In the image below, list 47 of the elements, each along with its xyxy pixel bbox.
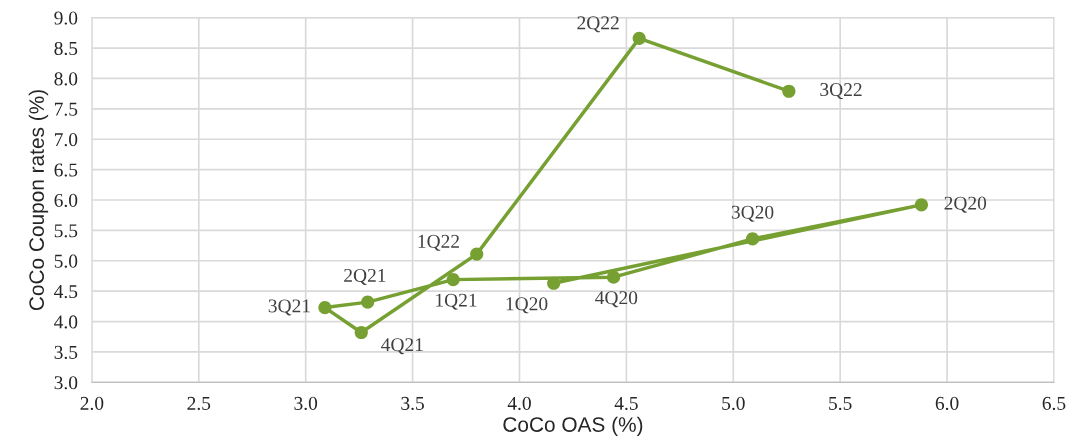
y-axis-title: CoCo Coupon rates (%) xyxy=(28,90,49,311)
annotation: 2Q21 xyxy=(344,268,386,285)
annotation: 4Q21 xyxy=(381,338,423,355)
annotation: 4Q20 xyxy=(595,291,638,308)
x-tick-label: 3.0 xyxy=(294,396,318,410)
point xyxy=(914,198,929,212)
x-tick-label: 5.0 xyxy=(722,396,745,410)
y-tick-label: 3.0 xyxy=(54,376,78,390)
y-tick-label: 7.5 xyxy=(54,102,78,116)
x-tick-label: 2.0 xyxy=(80,396,104,410)
y-tick-label: 4.5 xyxy=(54,285,78,299)
point xyxy=(745,232,760,246)
point xyxy=(547,276,561,290)
y-tick-label: 8.5 xyxy=(54,41,78,56)
point xyxy=(606,270,621,284)
y-tick-label: 5.0 xyxy=(54,254,78,268)
annotation: 1Q21 xyxy=(436,293,477,310)
y-tick-label: 4.0 xyxy=(54,315,78,329)
x-tick-label: 5.5 xyxy=(829,396,852,410)
annotation: 3Q20 xyxy=(731,205,774,222)
x-tick-label: 4.0 xyxy=(507,396,531,410)
y-tick-label: 6.5 xyxy=(54,163,78,177)
y-tick-label: 9.0 xyxy=(54,11,78,25)
annotation: 3Q22 xyxy=(820,83,862,100)
point xyxy=(782,84,796,98)
x-tick-label: 3.5 xyxy=(401,396,424,410)
point xyxy=(361,295,375,309)
point xyxy=(470,247,484,261)
y-tick-label: 7.0 xyxy=(54,133,78,147)
y-tick-label: 8.0 xyxy=(54,72,78,86)
y-tick-label: 6.0 xyxy=(54,193,78,208)
y-tick-label: 3.5 xyxy=(54,345,78,359)
x-tick-label: 4.5 xyxy=(614,396,638,410)
annotation: 2Q20 xyxy=(944,196,987,213)
point xyxy=(318,300,332,315)
annotation: 2Q22 xyxy=(577,16,619,33)
x-tick-label: 6.0 xyxy=(935,396,959,410)
x-tick-label: 6.5 xyxy=(1042,396,1066,410)
annotation: 1Q22 xyxy=(418,234,459,251)
point xyxy=(354,325,368,340)
x-tick-label: 2.5 xyxy=(187,396,211,410)
x-axis-title: CoCo OAS (%) xyxy=(503,416,643,437)
point xyxy=(632,31,646,45)
y-tick-label: 5.5 xyxy=(54,224,78,238)
point xyxy=(446,273,460,287)
annotation: 1Q20 xyxy=(506,297,548,314)
annotation: 3Q21 xyxy=(268,299,310,316)
